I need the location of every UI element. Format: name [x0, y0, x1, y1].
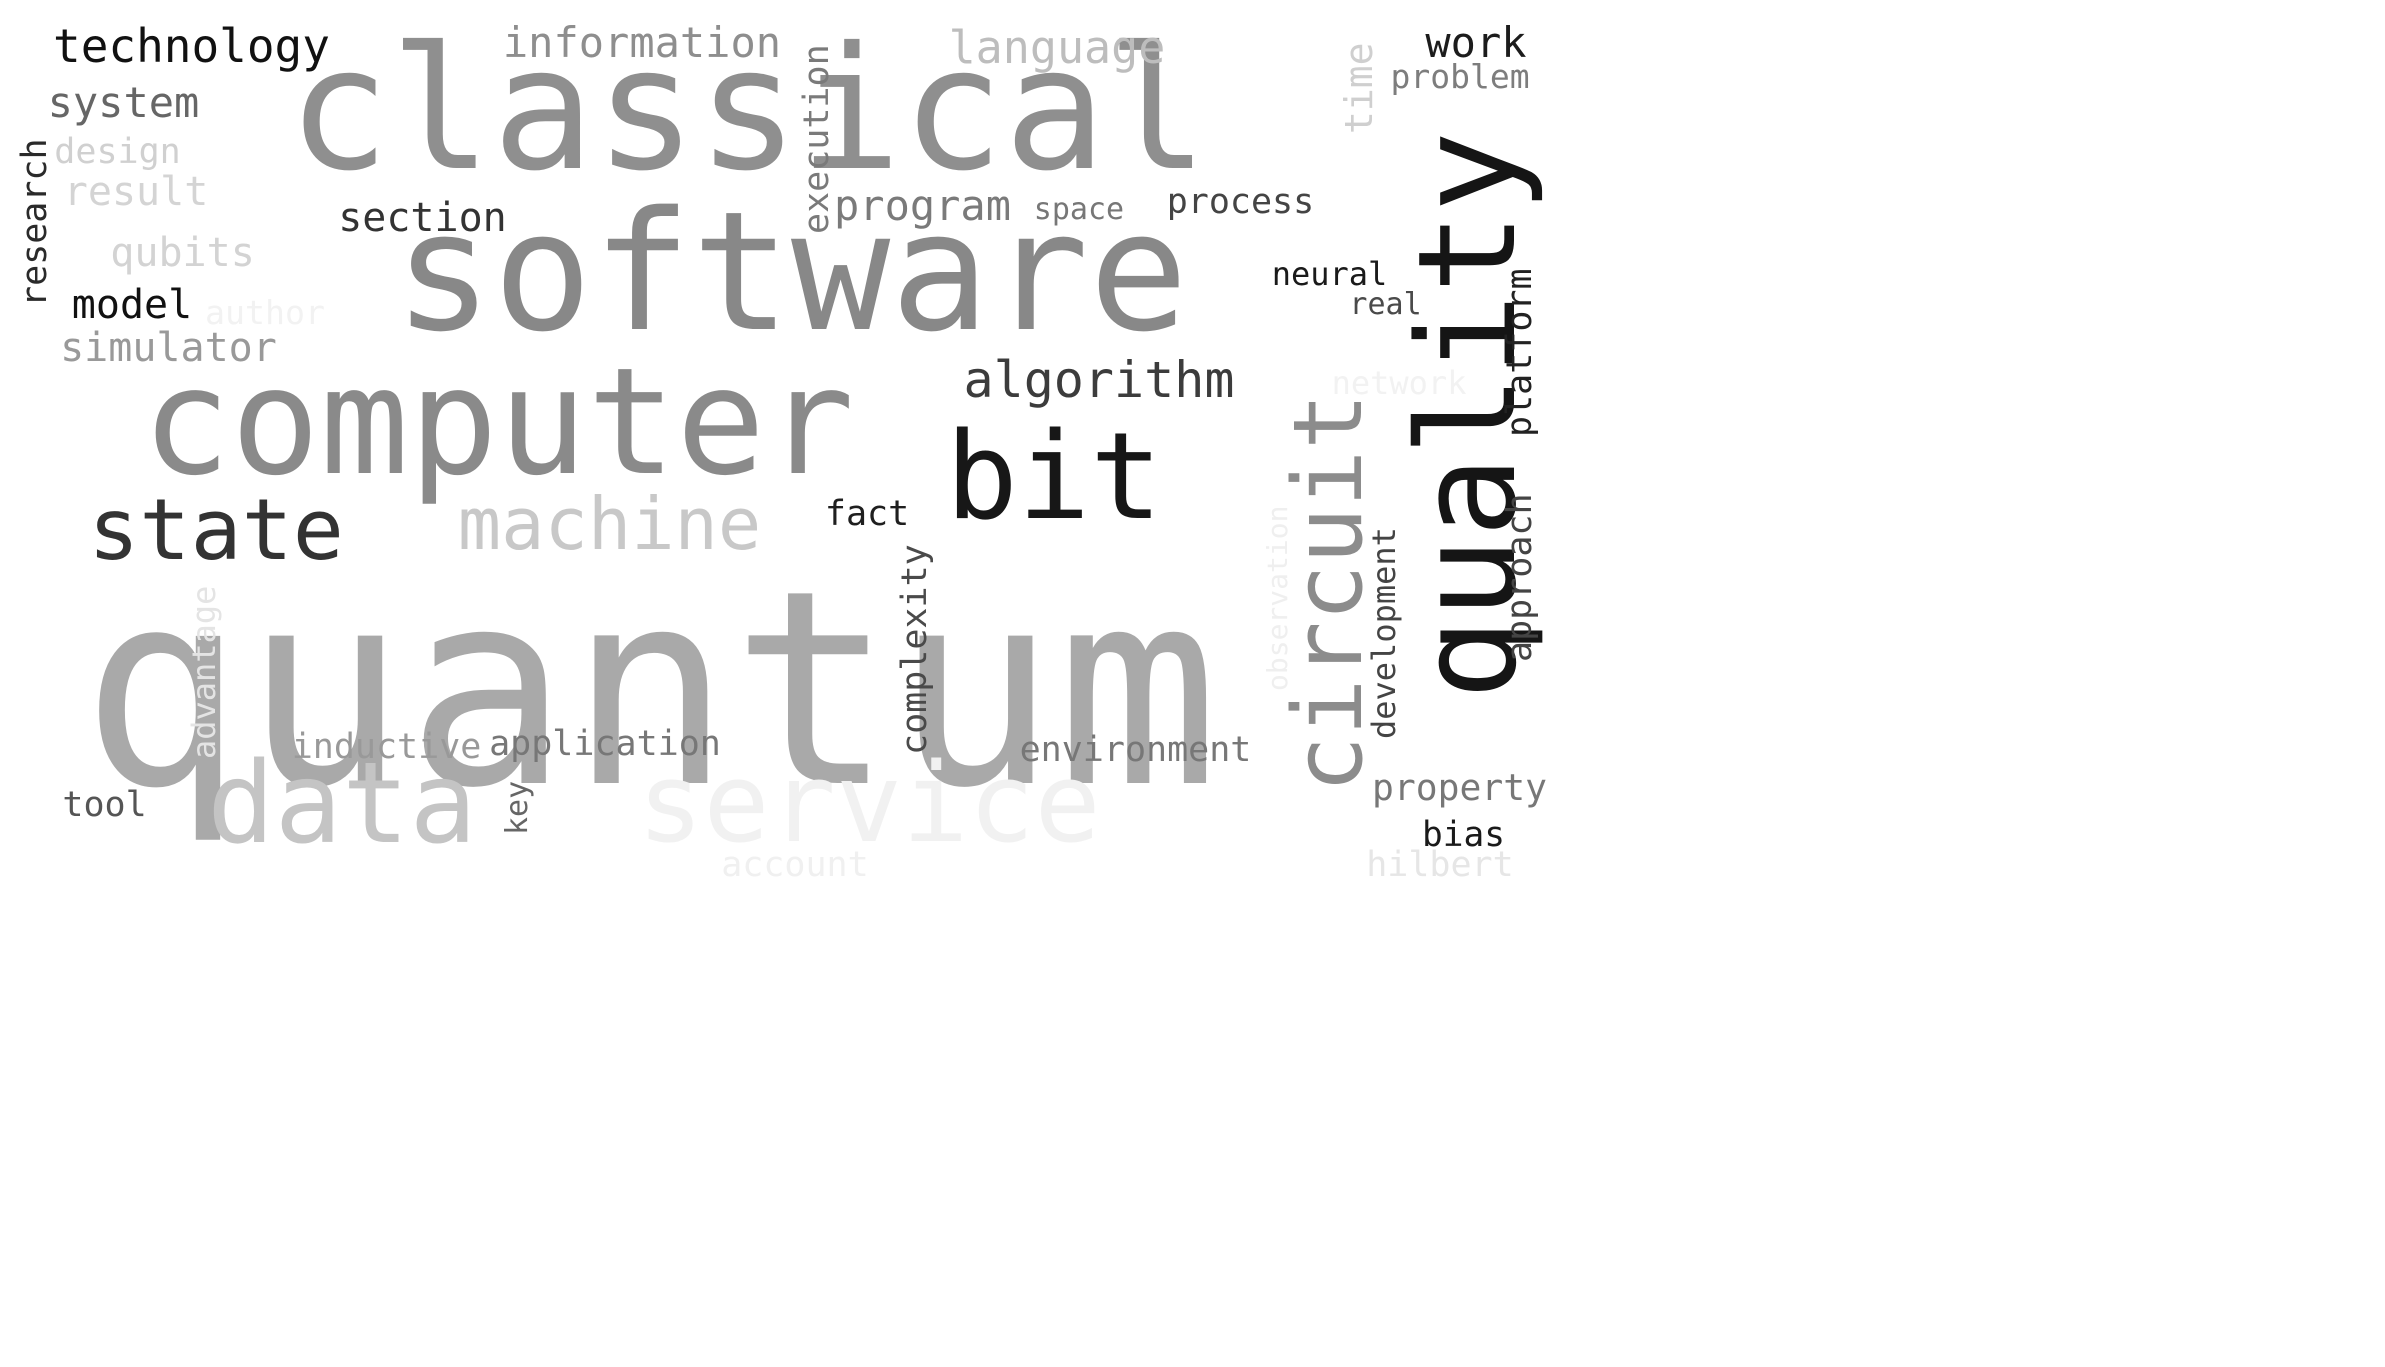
word-qubits: qubits: [110, 230, 255, 276]
word-time: time: [1337, 42, 1381, 135]
word-tool: tool: [62, 785, 147, 825]
word-design: design: [54, 132, 181, 172]
word-data: data: [207, 739, 477, 869]
word-machine: machine: [457, 482, 762, 566]
word-result: result: [63, 169, 209, 215]
word-computer: computer: [141, 336, 855, 508]
word-work: work: [1425, 18, 1527, 67]
word-fact: fact: [824, 494, 910, 534]
word-section: section: [338, 195, 507, 241]
word-bias: bias: [1422, 815, 1505, 856]
word-system: system: [47, 78, 200, 127]
word-state: state: [88, 481, 344, 580]
word-environment: environment: [1019, 730, 1252, 770]
word-application: application: [489, 724, 721, 764]
word-simulator: simulator: [60, 325, 277, 371]
word-problem: problem: [1390, 57, 1530, 96]
word-execution: execution: [797, 44, 837, 235]
word-information: information: [502, 18, 782, 67]
word-property: property: [1372, 765, 1547, 809]
word-platform: platform: [1500, 268, 1540, 437]
word-advantage: advantage: [185, 585, 223, 760]
word-real: real: [1349, 287, 1422, 322]
word-research: research: [15, 138, 55, 307]
word-account: account: [721, 845, 869, 885]
word-neural: neural: [1271, 255, 1388, 293]
word-algorithm: algorithm: [963, 351, 1235, 409]
word-key: key: [500, 780, 535, 835]
word-network: network: [1331, 364, 1467, 402]
word-complexity: complexity: [895, 544, 935, 756]
word-circuit: circuit: [1274, 392, 1384, 793]
word-software: software: [393, 176, 1189, 368]
word-hilbert: hilbert: [1366, 845, 1514, 885]
word-observation: observation: [1261, 505, 1294, 691]
word-process: process: [1166, 182, 1315, 222]
word-bit: bit: [945, 408, 1163, 547]
word-space: space: [1033, 192, 1125, 227]
word-program: program: [834, 181, 1012, 230]
word-approach: approach: [1500, 493, 1540, 662]
word-classical: classical: [287, 11, 1209, 209]
word-language: language: [948, 21, 1166, 74]
word-service: service: [637, 739, 1101, 867]
word-technology: technology: [53, 19, 330, 73]
word-development: development: [1365, 526, 1403, 739]
word-quantum: quantum: [81, 532, 1219, 847]
word-model: model: [71, 282, 193, 328]
word-author: author: [205, 292, 325, 332]
word-inductive: inductive: [291, 727, 482, 767]
